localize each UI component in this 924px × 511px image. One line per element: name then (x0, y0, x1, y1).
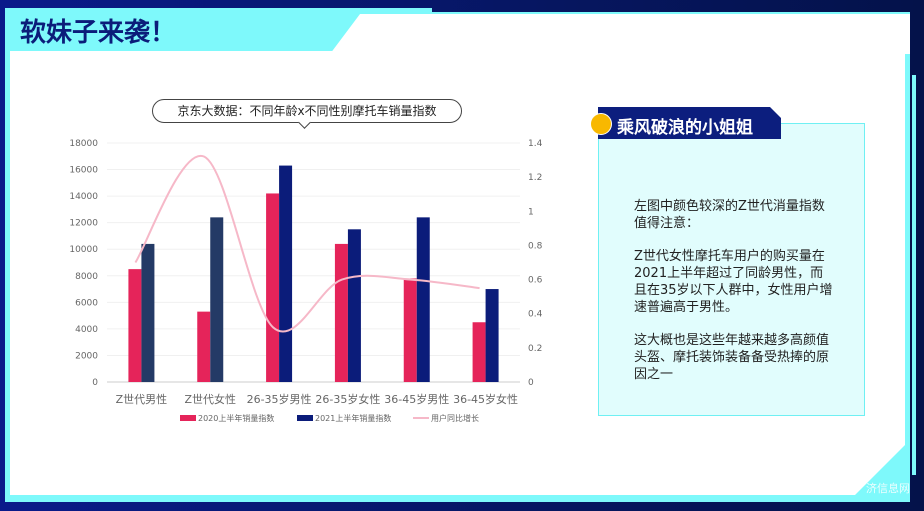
legend-label: 用户同比增长 (431, 413, 479, 423)
bar-2021 (416, 217, 430, 382)
y-tick-label: 12000 (69, 219, 98, 229)
page-title: 软妹子来袭！ (20, 18, 177, 48)
bar-2020 (266, 193, 280, 382)
decor-edge (912, 75, 916, 475)
y-tick-label: 8000 (75, 272, 98, 282)
bar-2021 (485, 289, 499, 382)
side-paragraph: 左图中颜色较深的Z世代消量指数值得注意： (634, 199, 825, 231)
x-tick-label: 26-35岁男性 (247, 392, 312, 406)
y2-tick-label: 1.4 (528, 139, 543, 149)
bar-2021 (279, 165, 293, 382)
side-paragraph: Z世代女性摩托车用户的购买量在2021上半年超过了同龄男性，而且在35岁以下人群… (634, 249, 833, 315)
y-tick-label: 0 (92, 378, 98, 388)
chart-title: 京东大数据：不同年龄x不同性别摩托车销量指数 (152, 99, 462, 123)
bar-2021 (347, 229, 361, 382)
y-tick-label: 10000 (69, 245, 98, 255)
watermark: 济信息网 (866, 482, 910, 495)
side-title: 乘风破浪的小姐姐 (617, 118, 753, 138)
y2-tick-label: 0.8 (528, 241, 543, 251)
x-tick-label: Z世代女性 (184, 392, 236, 406)
bar-2021 (210, 217, 224, 382)
legend-swatch (297, 415, 313, 421)
y2-tick-label: 1 (528, 207, 534, 217)
y2-tick-label: 0.2 (528, 344, 542, 354)
growth-line (134, 155, 480, 333)
y2-tick-label: 0.4 (528, 310, 543, 320)
y2-tick-label: 0.6 (528, 276, 543, 286)
x-tick-label: 36-45岁女性 (453, 392, 518, 406)
x-tick-label: Z世代男性 (116, 392, 168, 406)
legend-label: 2021上半年销量指数 (315, 413, 391, 423)
y2-tick-label: 0 (528, 378, 534, 388)
y-tick-label: 4000 (75, 325, 98, 335)
x-tick-label: 26-35岁女性 (315, 392, 380, 406)
bar-2020 (472, 322, 486, 382)
bar-2021 (141, 243, 155, 382)
side-text: 左图中颜色较深的Z世代消量指数值得注意： Z世代女性摩托车用户的购买量在2021… (634, 198, 834, 399)
legend-label: 2020上半年销量指数 (198, 413, 274, 423)
bar-2020 (334, 243, 348, 382)
y-tick-label: 18000 (69, 139, 98, 149)
bullet-dot-icon (590, 113, 612, 135)
y2-tick-label: 1.2 (528, 173, 542, 183)
x-tick-label: 36-45岁男性 (384, 392, 449, 406)
y-tick-label: 16000 (69, 166, 98, 176)
bar-2020 (128, 269, 142, 382)
y-tick-label: 6000 (75, 298, 98, 308)
side-paragraph: 这大概也是这些年越来越多高颜值头盔、摩托装饰装备备受热捧的原因之一 (634, 333, 830, 382)
side-header (598, 107, 781, 139)
y-tick-label: 14000 (69, 192, 98, 202)
bar-2020 (403, 278, 417, 382)
bar-2020 (197, 311, 211, 382)
y-tick-label: 2000 (75, 351, 98, 361)
legend-swatch (180, 415, 196, 421)
side-panel (598, 123, 865, 416)
